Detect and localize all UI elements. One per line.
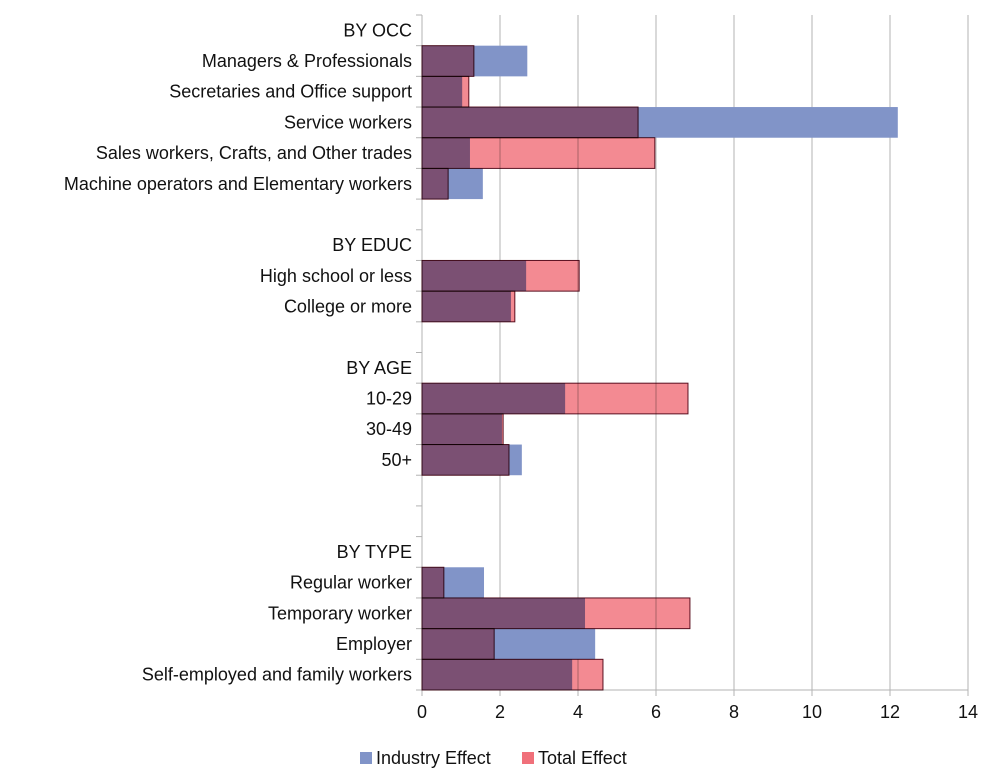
- x-tick-label: 0: [417, 702, 427, 722]
- bar-total-effect: [421, 45, 475, 77]
- bar-total-effect: [421, 167, 449, 200]
- bar-total-effect: [421, 106, 639, 139]
- y-category-label: College or more: [284, 296, 412, 316]
- x-tick-label: 12: [880, 702, 900, 722]
- bar-total-effect: [421, 597, 691, 630]
- y-category-label: 30-49: [366, 419, 412, 439]
- y-category-label: Temporary worker: [268, 603, 412, 623]
- y-category-label: Machine operators and Elementary workers: [64, 174, 412, 194]
- y-category-label: Service workers: [284, 112, 412, 132]
- bar-total-effect: [421, 259, 580, 292]
- y-category-label: Self-employed and family workers: [142, 665, 412, 685]
- legend-label: Industry Effect: [376, 748, 491, 768]
- y-category-label: BY TYPE: [337, 542, 412, 562]
- x-tick-label: 8: [729, 702, 739, 722]
- y-category-label: Managers & Professionals: [202, 51, 412, 71]
- bar-total-effect: [421, 290, 516, 323]
- legend-swatch: [360, 752, 372, 764]
- x-tick-label: 10: [802, 702, 822, 722]
- bar-total-effect: [421, 566, 445, 599]
- bar-total-effect: [421, 658, 604, 691]
- legend-swatch: [522, 752, 534, 764]
- bar-total-effect: [421, 413, 504, 446]
- y-category-label: High school or less: [260, 266, 412, 286]
- y-category-label: BY OCC: [343, 20, 412, 40]
- y-category-label: Secretaries and Office support: [169, 82, 412, 102]
- x-tick-label: 2: [495, 702, 505, 722]
- bar-total-effect: [421, 444, 510, 476]
- x-tick-label: 6: [651, 702, 661, 722]
- y-category-label: BY AGE: [346, 358, 412, 378]
- bar-total-effect: [421, 137, 656, 169]
- y-category-label: 10-29: [366, 389, 412, 409]
- x-tick-label: 14: [958, 702, 978, 722]
- y-category-label: Regular worker: [290, 573, 412, 593]
- bar-total-effect: [421, 75, 470, 108]
- x-tick-label: 4: [573, 702, 583, 722]
- y-category-label: Sales workers, Crafts, and Other trades: [96, 143, 412, 163]
- y-category-label: Employer: [336, 634, 412, 654]
- bar-total-effect: [421, 628, 495, 660]
- y-category-label: 50+: [381, 450, 412, 470]
- y-category-label: BY EDUC: [332, 235, 412, 255]
- legend-label: Total Effect: [538, 748, 627, 768]
- bar-total-effect: [421, 382, 689, 415]
